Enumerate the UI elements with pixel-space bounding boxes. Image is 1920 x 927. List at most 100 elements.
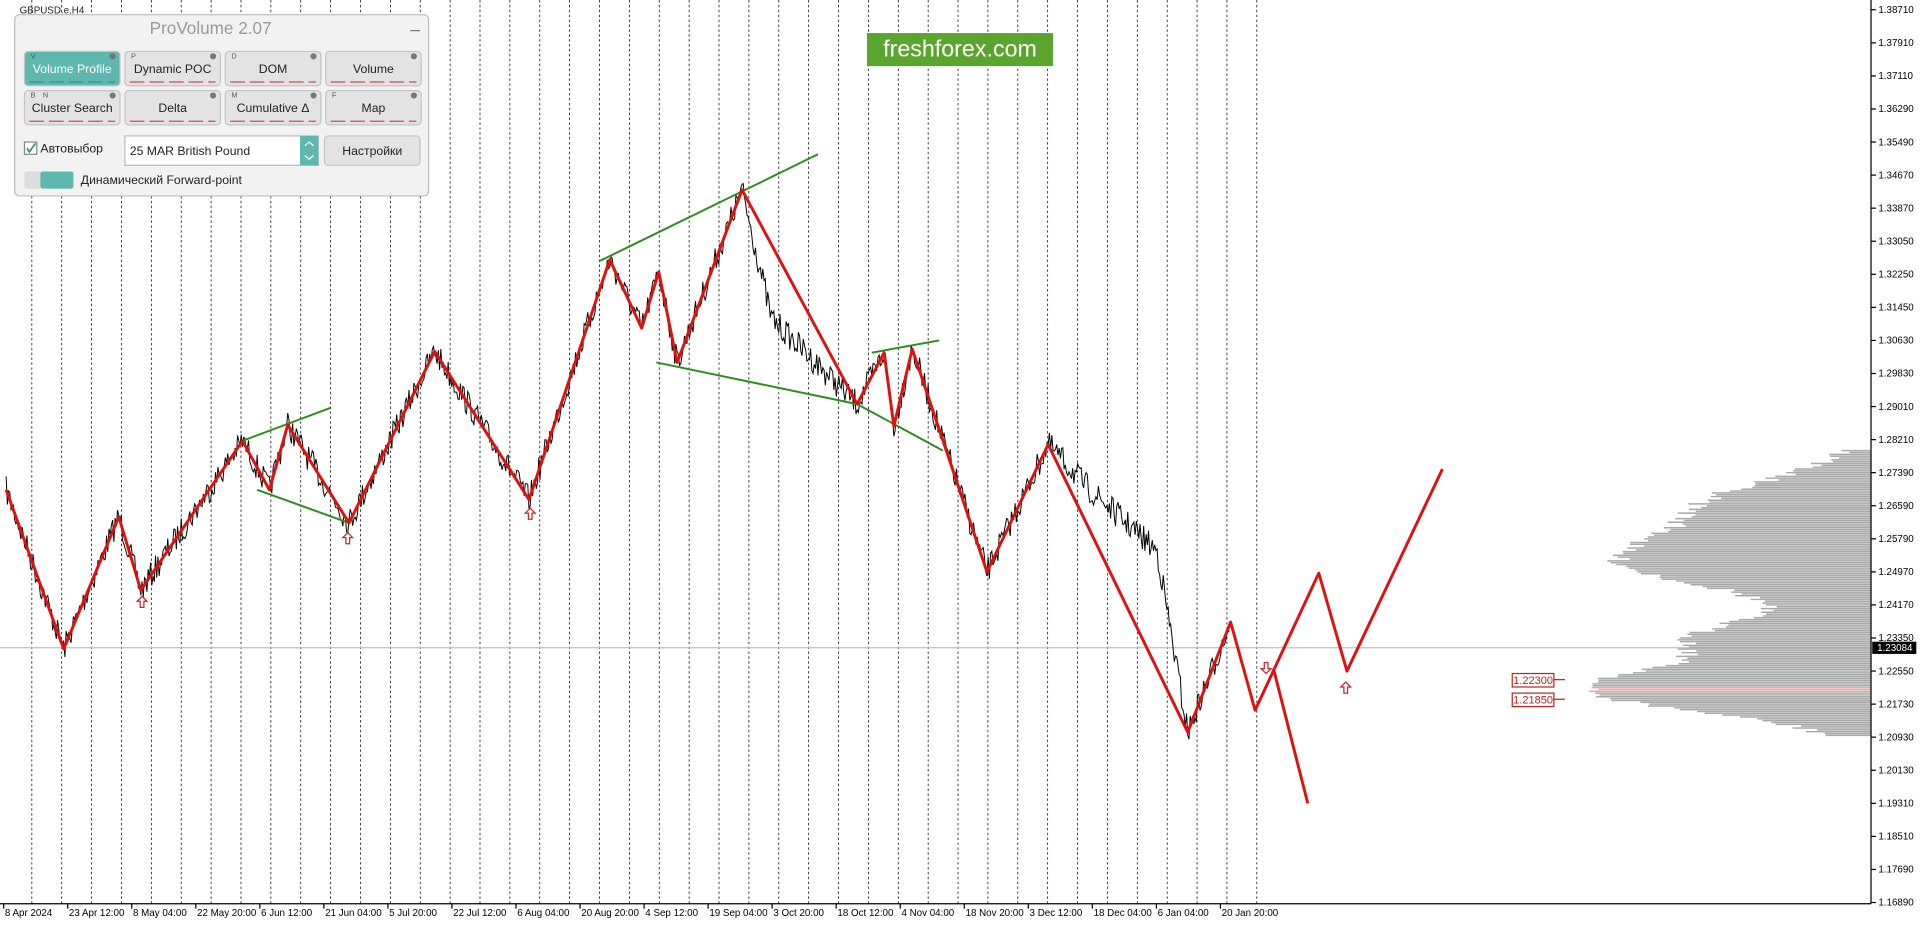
time-label: 6 Jan 04:00 <box>1158 908 1210 919</box>
watermark-box <box>866 33 1054 67</box>
settings-button[interactable] <box>323 135 421 166</box>
zigzag-line <box>4 188 1444 734</box>
time-label: 8 May 04:00 <box>133 908 187 919</box>
watermark: freshforex.com <box>883 35 1037 61</box>
trend-line <box>871 339 940 354</box>
zigzag-line <box>1272 668 1310 804</box>
price-label: 1.30630 <box>1878 336 1914 347</box>
button-key: F <box>332 90 337 99</box>
instrument: 25 MAR British Pound <box>130 144 251 158</box>
time-label: 3 Oct 20:00 <box>773 908 824 919</box>
time-axis-bg <box>0 903 1920 927</box>
time-label: 20 Jan 20:00 <box>1222 908 1279 919</box>
price-label: 1.22550 <box>1878 666 1914 677</box>
trend-line <box>656 361 858 406</box>
signal-arrow <box>1259 661 1273 675</box>
panel-buttons: Volume Profile V Dynamic POC P DOM D Volume Clu… <box>23 50 422 126</box>
button-label: Cumulative Δ <box>237 101 310 115</box>
price-label: 1.35490 <box>1878 137 1914 148</box>
price-axis: 1.38710 1.37910 1.37110 1.36290 1.35490 1.346… <box>1871 5 1914 909</box>
price-axis-bg <box>1871 0 1920 927</box>
signal-arrow <box>523 507 537 520</box>
checkmark <box>26 142 37 154</box>
settings-label: Настройки <box>342 144 402 158</box>
price-label: 1.20930 <box>1878 732 1914 743</box>
trend-line <box>856 403 944 452</box>
price-label: 1.25790 <box>1878 534 1914 545</box>
price-label: 1.24170 <box>1878 600 1914 611</box>
trend-line <box>599 153 819 262</box>
time-label: 18 Oct 12:00 <box>837 908 894 919</box>
current-price-box <box>1872 641 1917 654</box>
price-label: 1.29010 <box>1878 402 1914 413</box>
time-axis: 8 Apr 2024 23 Apr 12:00 8 May 04:00 22 May … <box>3 903 1279 919</box>
signal-arrow <box>341 531 355 545</box>
button-label: Volume Profile <box>33 62 112 76</box>
time-label: 4 Nov 04:00 <box>901 908 954 919</box>
time-label: 23 Apr 12:00 <box>69 908 125 919</box>
time-label: 22 Jul 12:00 <box>453 908 507 919</box>
price-label: 1.34670 <box>1878 170 1914 181</box>
price-label: 1.32250 <box>1878 270 1914 281</box>
price-label: 1.37910 <box>1878 38 1914 49</box>
price-label: 1.16890 <box>1878 898 1914 909</box>
time-label: 5 Jul 20:00 <box>389 908 437 919</box>
price-label: 1.21730 <box>1878 699 1914 710</box>
price-label: 1.24970 <box>1878 567 1914 578</box>
button-key: N <box>43 90 48 99</box>
button-label: Cluster Search <box>32 101 113 115</box>
price-label: 1.38710 <box>1878 5 1914 16</box>
level-label: 1.22300 <box>1513 675 1553 687</box>
time-label: 19 Sep 04:00 <box>709 908 768 919</box>
panel-button[interactable] <box>224 90 322 126</box>
time-label: 20 Aug 20:00 <box>581 908 639 919</box>
spinner-arrows <box>304 141 314 161</box>
price-label: 1.31450 <box>1878 303 1914 314</box>
button-key: V <box>31 51 36 60</box>
panel-button[interactable] <box>325 90 422 126</box>
button-gear <box>310 53 317 60</box>
time-label: 18 Dec 04:00 <box>1094 908 1153 919</box>
button-key: P <box>131 51 136 60</box>
time-label: 4 Sep 12:00 <box>645 908 698 919</box>
button-gear <box>310 92 317 99</box>
toggle-knob <box>40 171 74 189</box>
time-label: 8 Apr 2024 <box>5 908 53 919</box>
price-label: 1.33870 <box>1878 203 1914 214</box>
button-gear <box>109 92 116 99</box>
price-label: 1.27390 <box>1878 468 1914 479</box>
button-gear <box>410 92 417 99</box>
price-label: 1.28210 <box>1878 435 1914 446</box>
time-label: 6 Jun 12:00 <box>261 908 313 919</box>
button-key: M <box>231 90 237 99</box>
panel-button[interactable] <box>23 50 121 87</box>
price-label: 1.23350 <box>1878 633 1914 644</box>
panel-button[interactable] <box>325 50 422 87</box>
price-label: 1.29830 <box>1878 369 1914 380</box>
provolume-panel: ProVolume 2.07 Volume Profile V Dynamic PO… <box>14 14 430 197</box>
toggle-label: Динамический Forward-point <box>81 173 243 187</box>
button-label: Dynamic POC <box>134 62 212 76</box>
price-label: 1.37110 <box>1878 71 1913 82</box>
zigzag <box>4 188 1444 804</box>
panel-button[interactable] <box>23 90 121 126</box>
trend-line <box>256 488 350 524</box>
price-label: 1.17690 <box>1878 865 1914 876</box>
panel-button[interactable] <box>124 50 222 87</box>
button-key: B <box>31 90 36 99</box>
price-label: 1.18510 <box>1878 832 1914 843</box>
time-label: 18 Nov 20:00 <box>966 908 1025 919</box>
button-label: Delta <box>158 101 187 115</box>
panel-button[interactable] <box>124 90 222 126</box>
panel-button[interactable] <box>224 50 322 87</box>
time-label: 3 Dec 12:00 <box>1030 908 1083 919</box>
signal-arrow <box>1339 681 1353 694</box>
level-label: 1.21850 <box>1513 694 1553 706</box>
volume-profile <box>1588 449 1872 737</box>
instrument-spinner[interactable] <box>300 135 319 166</box>
signal-arrow <box>135 595 149 608</box>
panel-title: ProVolume 2.07 <box>150 18 272 38</box>
